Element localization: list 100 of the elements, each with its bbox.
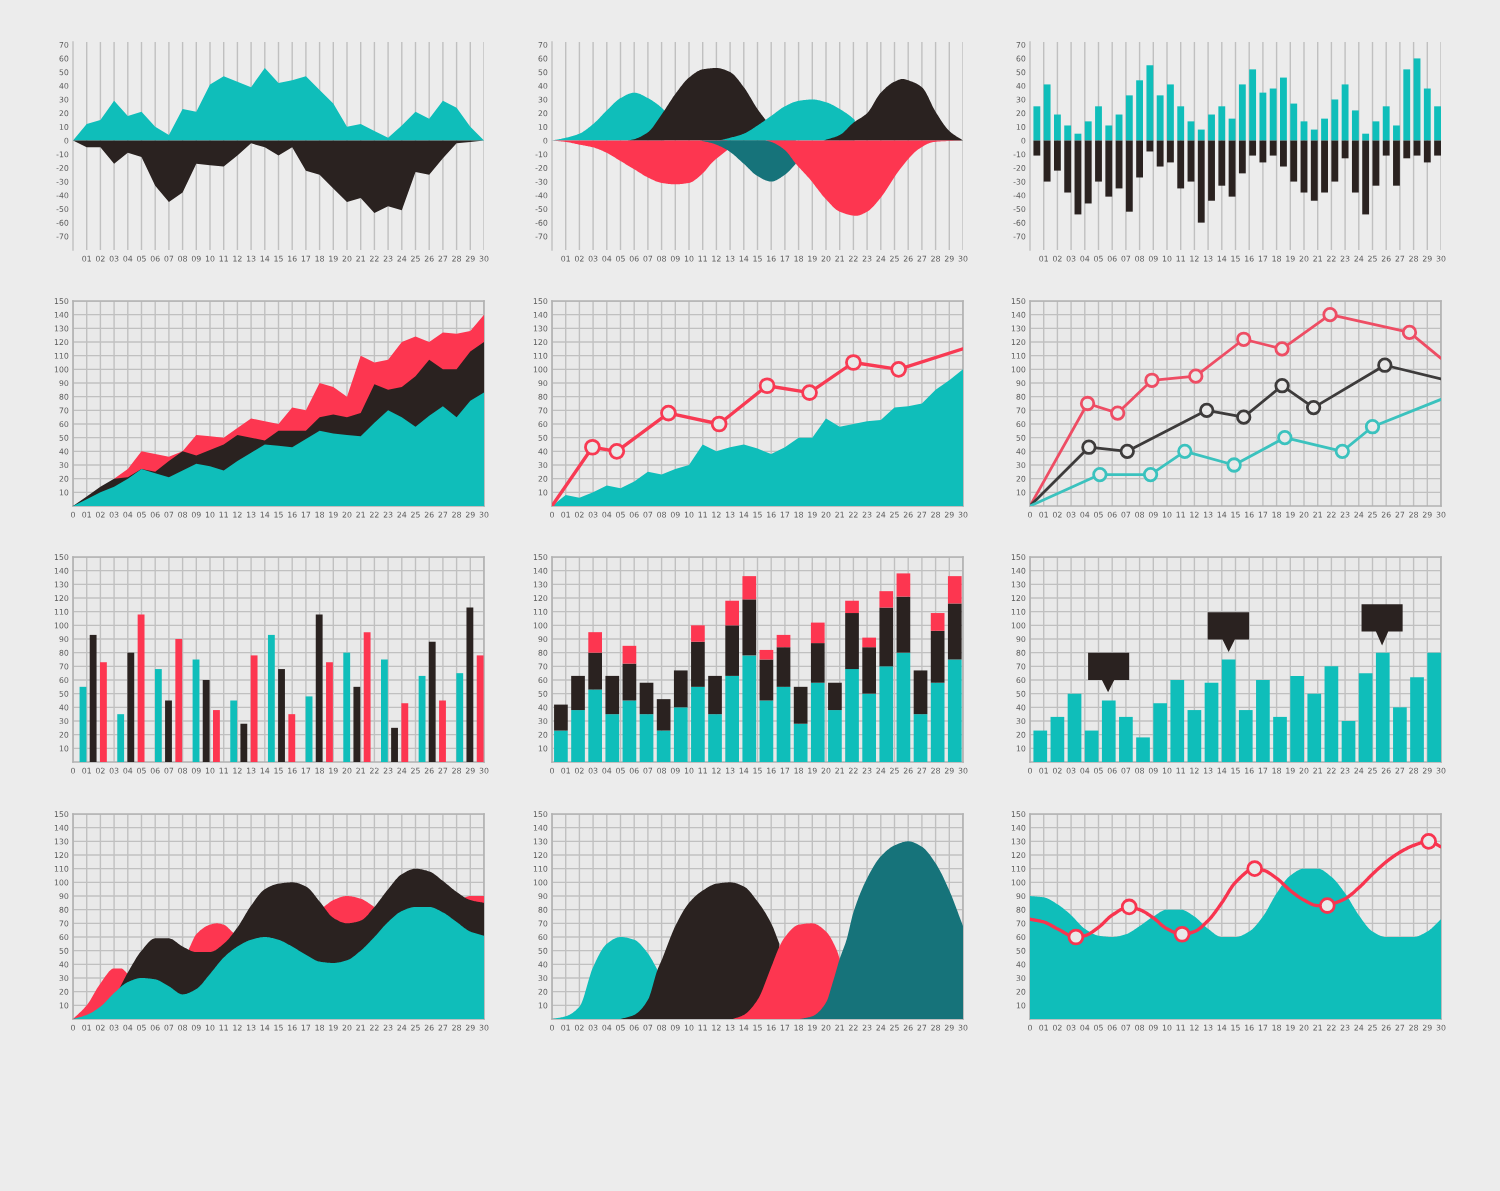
bar bbox=[117, 714, 125, 762]
bar bbox=[1153, 703, 1167, 762]
bar bbox=[896, 596, 911, 653]
bar bbox=[326, 662, 333, 762]
bar bbox=[1146, 140, 1154, 152]
bar bbox=[380, 659, 388, 762]
bar bbox=[725, 675, 740, 762]
bar bbox=[1050, 716, 1065, 762]
bar bbox=[1105, 125, 1113, 141]
point bbox=[1079, 395, 1096, 412]
point bbox=[1177, 443, 1193, 459]
bar bbox=[913, 714, 928, 762]
bar bbox=[588, 689, 603, 762]
bar bbox=[288, 714, 296, 762]
bar bbox=[862, 693, 876, 762]
bar bbox=[605, 714, 620, 762]
bar bbox=[1228, 140, 1236, 197]
point bbox=[1318, 897, 1336, 914]
bar bbox=[1273, 716, 1287, 762]
bar bbox=[267, 634, 275, 762]
bar bbox=[913, 670, 928, 715]
bar bbox=[1372, 121, 1380, 141]
bar bbox=[1043, 84, 1051, 141]
bar bbox=[1423, 88, 1431, 141]
bar bbox=[605, 675, 620, 715]
point bbox=[1274, 341, 1290, 357]
point bbox=[584, 438, 601, 456]
bar bbox=[89, 634, 97, 762]
bar bbox=[1393, 125, 1400, 141]
bar bbox=[845, 613, 859, 670]
bar bbox=[1324, 666, 1339, 762]
bar bbox=[353, 686, 361, 762]
bar bbox=[588, 652, 603, 690]
bar bbox=[1434, 140, 1441, 156]
bar bbox=[930, 682, 945, 762]
bar bbox=[759, 659, 774, 701]
bar bbox=[250, 655, 258, 762]
bar bbox=[656, 699, 671, 731]
bar bbox=[1300, 121, 1308, 141]
bar bbox=[1423, 140, 1431, 163]
point bbox=[1236, 331, 1252, 347]
bar bbox=[1403, 140, 1411, 159]
bar bbox=[828, 710, 842, 762]
bar bbox=[810, 643, 825, 683]
bar bbox=[1033, 140, 1041, 156]
bar bbox=[845, 669, 859, 762]
bar bbox=[896, 652, 911, 762]
bar bbox=[879, 591, 894, 608]
point bbox=[1305, 399, 1322, 416]
bar bbox=[1362, 140, 1370, 215]
bar bbox=[1382, 140, 1390, 156]
bar bbox=[1310, 140, 1318, 201]
bar bbox=[776, 647, 791, 687]
bar bbox=[639, 714, 654, 762]
point bbox=[1322, 307, 1338, 323]
bar bbox=[1204, 682, 1219, 762]
bar bbox=[879, 607, 894, 667]
point bbox=[710, 415, 728, 433]
bar bbox=[1290, 103, 1298, 141]
bar bbox=[278, 669, 285, 762]
bar bbox=[571, 710, 585, 762]
bar bbox=[1382, 106, 1390, 141]
bar bbox=[1156, 140, 1164, 167]
bar bbox=[1105, 140, 1113, 197]
bar bbox=[1043, 140, 1051, 182]
bar bbox=[1218, 140, 1226, 186]
bar bbox=[810, 682, 825, 762]
bar bbox=[1259, 140, 1267, 163]
bar bbox=[456, 673, 464, 762]
bar bbox=[896, 573, 911, 597]
point bbox=[890, 361, 907, 378]
bar bbox=[708, 714, 722, 762]
bar bbox=[742, 655, 757, 762]
bar bbox=[554, 704, 568, 731]
bar bbox=[1290, 675, 1304, 762]
bar bbox=[1375, 652, 1390, 762]
bar bbox=[1341, 84, 1349, 141]
bar bbox=[1331, 140, 1339, 182]
bar bbox=[1197, 129, 1205, 141]
point bbox=[660, 404, 677, 422]
point bbox=[1092, 466, 1108, 483]
bar bbox=[343, 652, 351, 762]
bar bbox=[776, 686, 791, 762]
bar bbox=[725, 600, 740, 626]
bar bbox=[1218, 106, 1226, 141]
bar bbox=[1084, 121, 1092, 141]
bar bbox=[1290, 140, 1298, 182]
bar bbox=[165, 700, 172, 762]
bar bbox=[554, 730, 568, 762]
point bbox=[1110, 405, 1126, 421]
bar bbox=[1095, 106, 1102, 141]
bar bbox=[1269, 88, 1277, 141]
bar bbox=[622, 700, 637, 762]
bar bbox=[776, 634, 791, 648]
bar bbox=[691, 641, 705, 687]
bar bbox=[1177, 140, 1185, 189]
bar bbox=[1064, 125, 1072, 141]
bar bbox=[725, 625, 740, 676]
bar bbox=[1064, 140, 1072, 193]
bar bbox=[1208, 114, 1215, 141]
